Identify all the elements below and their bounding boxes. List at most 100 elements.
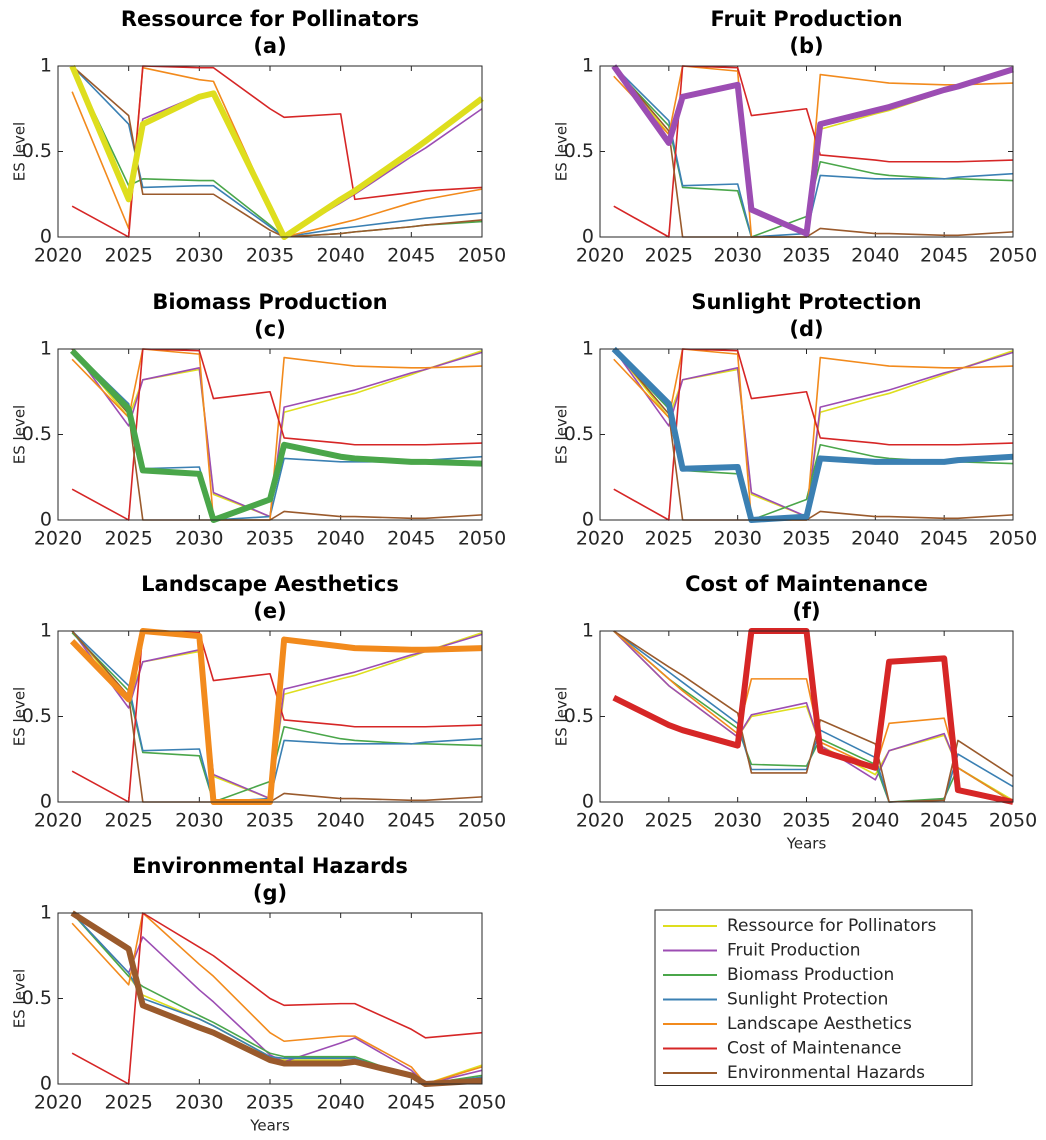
x-tick-label: 2020 [576,810,624,832]
x-tick-label: 2030 [175,528,223,550]
y-tick-label: 0.5 [22,987,52,1009]
x-axis-label: Years [786,835,827,853]
series-line [613,348,1014,521]
x-tick-label: 2020 [34,810,82,832]
x-axis-label: Years [249,1117,290,1135]
legend-box [654,909,973,1086]
y-tick-label: 0 [582,226,594,248]
x-tick-label: 2025 [104,528,152,550]
y-tick-label: 1 [40,55,52,77]
y-tick-label: 1 [582,338,594,360]
x-tick-label: 2035 [246,1092,294,1114]
axes-box [57,348,483,521]
highlight-line [612,628,1014,805]
x-tick-label: 2045 [920,245,968,267]
highlight-line [69,348,483,523]
x-tick-label: 2045 [920,810,968,832]
x-tick-label: 2030 [175,245,223,267]
subplot-title: Biomass Production [152,290,387,314]
x-tick-label: 2035 [782,245,830,267]
y-axis-label: ES level [553,687,571,746]
series-line [613,630,1014,803]
series-line [71,348,483,521]
series-line [71,630,483,803]
axes-box [599,348,1014,521]
series-line [613,348,1014,521]
y-tick-label: 0 [40,1073,52,1095]
series-line [71,348,483,521]
axes-box [57,630,483,803]
y-tick-label: 1 [582,55,594,77]
highlight-line [69,64,484,240]
series-line [613,65,1014,238]
x-tick-label: 2050 [458,810,506,832]
subplot-title: Cost of Maintenance [685,572,928,596]
y-axis-label: ES level [11,687,29,746]
y-tick-label: 0 [582,509,594,531]
x-tick-label: 2035 [246,810,294,832]
y-tick-label: 0.5 [564,140,594,162]
legend-label: Sunlight Protection [727,990,888,1010]
axes-box [57,912,483,1085]
series-line [71,630,483,803]
subplot-label: (d) [789,317,823,341]
subplot: Biomass Production (c) ES level 2020 2025 203… [11,290,507,550]
x-tick-label: 2040 [316,1092,364,1114]
x-tick-label: 2040 [851,810,899,832]
subplot: Fruit Production (b) ES level 2020 2025 2030 2… [553,7,1038,267]
series-line [71,912,483,1085]
y-tick-label: 1 [40,338,52,360]
x-tick-label: 2020 [576,245,624,267]
series-line [613,65,1014,238]
x-tick-label: 2040 [851,528,899,550]
y-tick-label: 0 [40,226,52,248]
x-tick-label: 2025 [645,528,693,550]
x-tick-label: 2030 [713,810,761,832]
x-tick-label: 2035 [782,810,830,832]
highlight-line [70,910,483,1087]
axes-box [599,630,1014,803]
subplot-title: Landscape Aesthetics [141,572,399,596]
axes-box [57,65,483,238]
x-tick-label: 2040 [851,245,899,267]
x-tick-label: 2020 [34,1092,82,1114]
subplot: Ressource for Pollinators (a) ES level 2020… [11,7,507,267]
highlight-line [611,64,1014,237]
legend: Ressource for Pollinators Fruit Productio… [654,909,973,1086]
x-tick-label: 2020 [576,528,624,550]
axes-box [599,65,1014,238]
subplot-label: (a) [253,34,286,58]
subplot-label: (c) [254,317,286,341]
y-axis-label: ES level [11,122,29,181]
x-tick-label: 2050 [458,1092,506,1114]
x-tick-label: 2030 [713,245,761,267]
y-axis-label: ES level [553,122,571,181]
series-line [71,348,483,521]
y-tick-label: 1 [582,620,594,642]
legend-label: Cost of Maintenance [727,1039,901,1059]
subplot: Cost of Maintenance (f) ES level Years 2020 2… [553,572,1038,853]
x-tick-label: 2050 [458,245,506,267]
x-tick-label: 2050 [989,245,1037,267]
x-tick-label: 2025 [645,245,693,267]
series-line [613,65,1014,238]
x-tick-label: 2040 [316,528,364,550]
highlight-line [611,346,1014,523]
x-tick-label: 2040 [316,810,364,832]
y-tick-label: 0 [40,791,52,813]
x-tick-label: 2020 [34,245,82,267]
y-axis-label: ES level [553,405,571,464]
subplot-title: Fruit Production [710,7,902,31]
legend-label: Ressource for Pollinators [727,916,936,936]
x-tick-label: 2025 [104,1092,152,1114]
series-line [71,65,483,238]
x-tick-label: 2045 [387,528,435,550]
x-tick-label: 2040 [316,245,364,267]
x-tick-label: 2030 [175,1092,223,1114]
y-tick-label: 0.5 [564,423,594,445]
x-tick-label: 2035 [246,245,294,267]
series-line [71,912,483,1085]
legend-label: Biomass Production [727,965,894,985]
x-tick-label: 2050 [989,528,1037,550]
